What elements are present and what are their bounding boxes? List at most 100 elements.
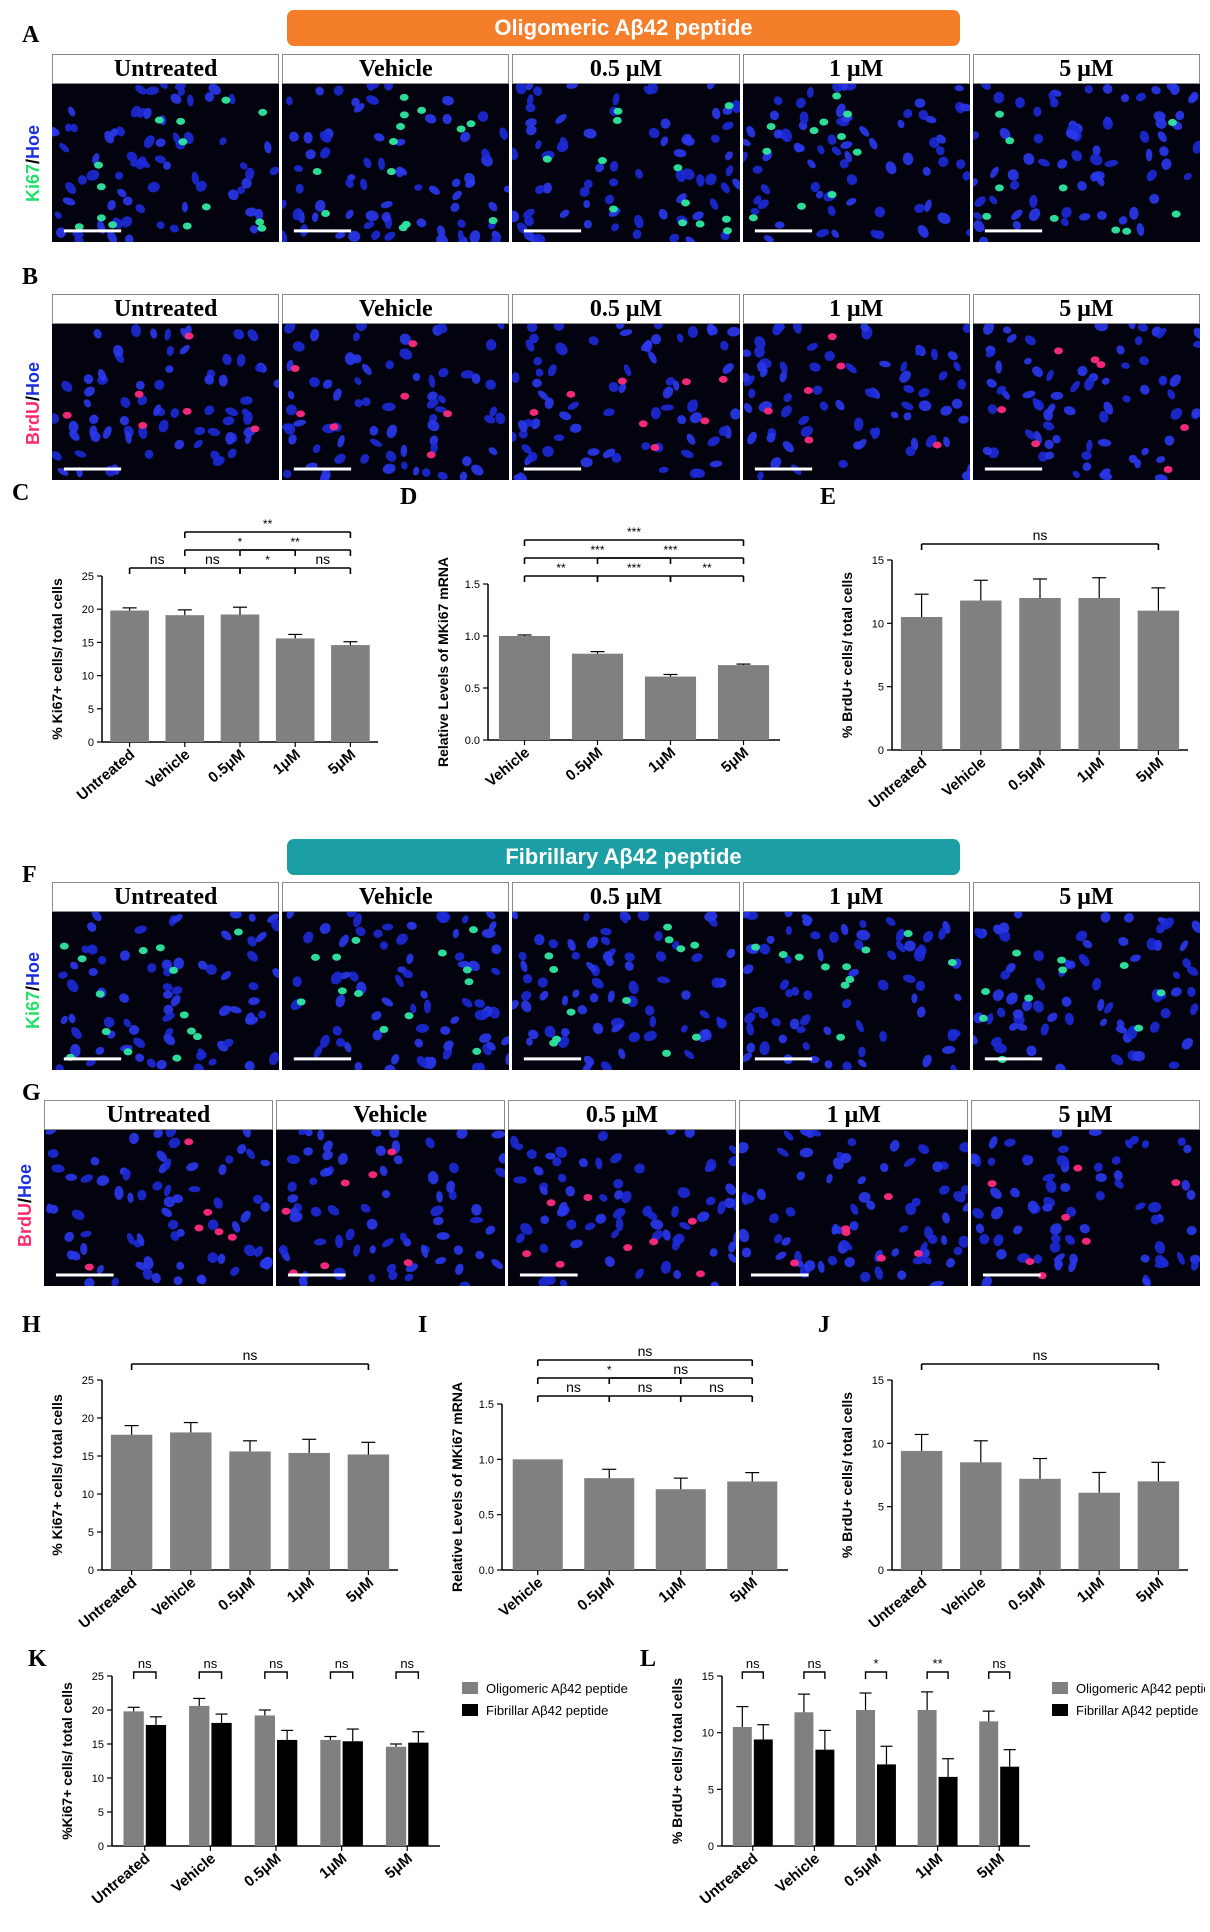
bar (211, 1722, 232, 1846)
y-tick-label: 0 (878, 1565, 884, 1577)
significance-label: ns (638, 1343, 653, 1359)
legend-label: Oligomeric Aβ42 peptide (486, 1681, 628, 1696)
stain-label: BrdU (15, 1202, 36, 1247)
micrograph-image (971, 1130, 1200, 1286)
significance-bracket (264, 1671, 288, 1679)
micrograph-image (972, 912, 1200, 1070)
panel-letter-j: J (818, 1312, 830, 1338)
stain-label: BrdU (23, 400, 44, 445)
y-tick-label: 5 (878, 1502, 884, 1514)
bar (717, 665, 770, 740)
significance-label: ns (204, 1656, 218, 1671)
stain-label: Ki67 (23, 990, 44, 1029)
panel-letter-f: F (22, 862, 37, 888)
micrograph-f-2: 0.5 μM (512, 882, 740, 1070)
y-tick-label: 1.5 (479, 1399, 494, 1411)
significance-label: ** (556, 561, 566, 575)
condition-label: 0.5 μM (507, 1100, 737, 1130)
fibrillary-banner: Fibrillary Aβ42 peptide (287, 839, 960, 875)
micrograph-image (512, 84, 740, 242)
panel-letter-i: I (418, 1312, 428, 1338)
x-tick-label: Vehicle (143, 746, 194, 792)
x-tick-label: Untreated (866, 754, 931, 812)
bar (815, 1749, 835, 1846)
y-tick-label: 0.0 (465, 735, 480, 747)
micrograph-row-brdu-fibrillary: Untreated Vehicle 0.5 μM 1 μM 5 μM (44, 1100, 1200, 1286)
y-tick-label: 10 (872, 1438, 884, 1450)
significance-label: ns (566, 1379, 581, 1395)
bar (277, 1739, 298, 1846)
y-tick-label: 0 (88, 737, 94, 749)
significance-bracket (988, 1671, 1011, 1679)
y-tick-label: 0 (878, 745, 884, 757)
micrograph-a-0: Untreated (52, 54, 280, 242)
y-axis-label: %Ki67+ cells/ total cells (59, 1682, 75, 1840)
significance-label: ** (933, 1656, 943, 1671)
y-axis-label: % Ki67+ cells/ total cells (49, 1394, 65, 1556)
bar (979, 1721, 999, 1846)
bar (960, 600, 1002, 750)
x-tick-label: 0.5μM (841, 1850, 885, 1890)
significance-label: ns (808, 1656, 822, 1671)
y-tick-label: 25 (82, 1375, 94, 1387)
condition-label: Untreated (52, 294, 280, 324)
bar (189, 1705, 210, 1846)
micrograph-f-1: Vehicle (282, 882, 510, 1070)
y-axis-label: % BrdU+ cells/ total cells (839, 1392, 855, 1558)
y-axis-label: Relative Levels of MKi67 mRNA (449, 1382, 465, 1592)
condition-label: 0.5 μM (512, 882, 740, 912)
significance-label: ns (400, 1656, 414, 1671)
x-tick-label: 5μM (382, 1850, 416, 1882)
bar (877, 1764, 896, 1846)
bar (275, 638, 315, 742)
condition-label: 1 μM (742, 882, 970, 912)
significance-label: ns (992, 1656, 1006, 1671)
y-tick-label: 0.0 (479, 1565, 494, 1577)
micrograph-f-0: Untreated (52, 882, 280, 1070)
y-tick-label: 15 (872, 1375, 884, 1387)
bar (727, 1481, 778, 1570)
micrograph-image (52, 324, 280, 480)
significance-label: ns (335, 1656, 349, 1671)
bar (644, 676, 697, 740)
significance-bracket (864, 1671, 888, 1679)
bar (220, 614, 260, 742)
chart-h-ki67-fibrillary: 0 5 10 15 20 25 % Ki67+ cells/ total cells Untr… (40, 1320, 410, 1650)
y-tick-label: 10 (702, 1728, 714, 1740)
chart-svg: 0 5 10 15 20 25 %Ki67+ cells/ total cells Untre… (59, 1656, 628, 1908)
y-tick-label: 10 (872, 618, 884, 630)
bar (123, 1711, 144, 1846)
y-tick-label: 0 (98, 1841, 104, 1853)
significance-label: ns (138, 1656, 152, 1671)
y-tick-label: 5 (98, 1807, 104, 1819)
y-tick-label: 20 (82, 604, 94, 616)
panel-letter-e: E (820, 484, 837, 510)
micrograph-b-0: Untreated (52, 294, 280, 480)
bar (753, 1739, 773, 1846)
legend-label: Oligomeric Aβ42 peptide (1076, 1681, 1205, 1696)
counterstain-label: Hoe (23, 124, 44, 159)
x-tick-label: 5μM (1133, 754, 1167, 786)
micrograph-image (52, 84, 280, 242)
x-tick-label: Untreated (76, 1574, 141, 1632)
x-tick-label: 0.5μM (205, 746, 249, 786)
micrograph-image (275, 1130, 505, 1286)
micrograph-g-4: 5 μM (971, 1100, 1200, 1286)
micrograph-b-2: 0.5 μM (512, 294, 740, 480)
bar (145, 1724, 167, 1846)
x-tick-label: Vehicle (149, 1574, 200, 1620)
micrograph-a-1: Vehicle (282, 54, 510, 242)
panel-letter-g: G (22, 1080, 41, 1106)
bar (1137, 1481, 1180, 1570)
y-tick-label: 5 (88, 704, 94, 716)
bar (512, 1459, 563, 1570)
x-tick-label: 1μM (316, 1850, 350, 1882)
micrograph-f-4: 5 μM (972, 882, 1200, 1070)
x-tick-label: 0.5μM (574, 1574, 618, 1614)
bar (900, 1450, 943, 1570)
condition-label: Untreated (52, 54, 280, 84)
x-tick-label: 0.5μM (215, 1574, 259, 1614)
legend-swatch (1052, 1682, 1068, 1694)
x-tick-label: Vehicle (483, 744, 534, 790)
micrograph-image (44, 1130, 273, 1286)
